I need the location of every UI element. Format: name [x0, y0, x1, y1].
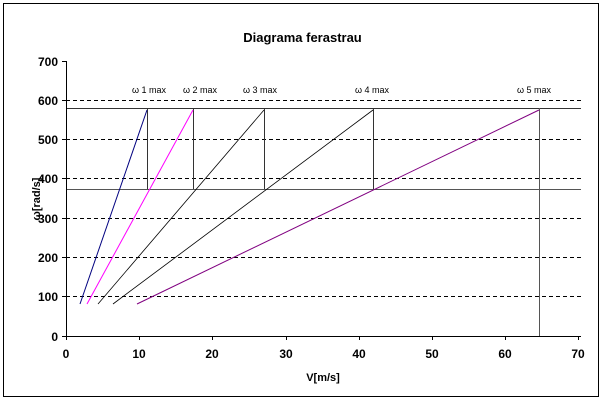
svg-text:400: 400 [38, 172, 58, 186]
svg-text:600: 600 [38, 94, 58, 108]
svg-text:60: 60 [498, 347, 512, 361]
series-omega3 [97, 109, 265, 305]
svg-text:70: 70 [571, 347, 585, 361]
svg-text:200: 200 [38, 251, 58, 265]
svg-text:10: 10 [132, 347, 146, 361]
chart-frame [3, 3, 599, 397]
svg-text:40: 40 [352, 347, 366, 361]
svg-text:ω 4 max: ω 4 max [355, 85, 390, 95]
svg-text:700: 700 [38, 55, 58, 69]
svg-text:ω 2 max: ω 2 max [183, 85, 218, 95]
svg-text:500: 500 [38, 133, 58, 147]
series-omega2 [86, 109, 194, 305]
vertical-drop-lines [147, 108, 540, 336]
y-axis-title: ω[rad/s] [31, 177, 43, 220]
svg-text:ω 5 max: ω 5 max [517, 85, 552, 95]
gridlines [66, 100, 581, 297]
series-omega4 [112, 109, 374, 305]
svg-text:ω 1 max: ω 1 max [132, 85, 167, 95]
series-omega1 [79, 109, 148, 305]
svg-text:100: 100 [38, 290, 58, 304]
svg-text:0: 0 [51, 330, 58, 344]
x-tick-labels: 0 10 20 30 40 50 60 70 [63, 347, 585, 361]
axes [62, 61, 581, 340]
y-tick-labels: 700 600 500 300 400 200 100 0 [38, 55, 58, 344]
svg-text:30: 30 [279, 347, 293, 361]
omega-max-annotations: ω 1 max ω 2 max ω 3 max ω 4 max ω 5 max [132, 85, 552, 95]
svg-text:50: 50 [425, 347, 439, 361]
x-axis-title: V[m/s] [306, 372, 340, 384]
svg-text:20: 20 [205, 347, 219, 361]
svg-text:300: 300 [38, 212, 58, 226]
series-omega5 [136, 109, 540, 305]
chart-title: Diagrama ferastrau [243, 30, 362, 45]
svg-text:0: 0 [63, 347, 70, 361]
svg-text:ω 3 max: ω 3 max [243, 85, 278, 95]
